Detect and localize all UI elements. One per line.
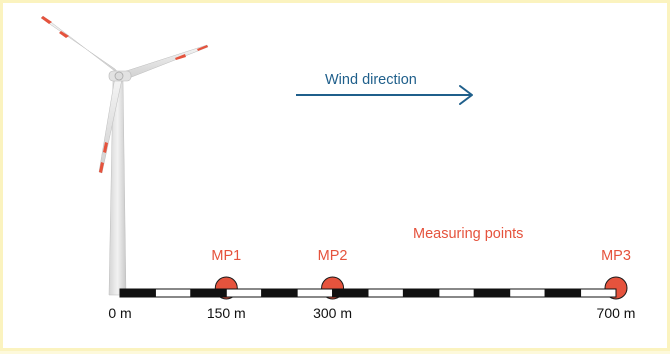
ruler-segment xyxy=(261,288,298,298)
measuring-point-label: MP2 xyxy=(318,248,348,264)
wind-direction: Wind direction xyxy=(296,72,473,105)
distance-scale-labels: 0 m 150 m 300 m 700 m xyxy=(108,305,635,321)
ruler-segment xyxy=(367,288,404,298)
turbine-blade-right xyxy=(119,44,209,81)
ruler-segment xyxy=(190,288,227,298)
scale-tick-label: 300 m xyxy=(313,305,352,321)
wind-direction-label: Wind direction xyxy=(325,72,417,88)
measuring-point-label: MP3 xyxy=(601,248,631,264)
ruler-segment xyxy=(119,288,156,298)
ruler-segment xyxy=(473,288,511,298)
measuring-point-label: MP1 xyxy=(211,248,241,264)
turbine-blade-upper xyxy=(40,15,121,76)
ruler-segment xyxy=(225,288,263,298)
wind-direction-arrowhead xyxy=(459,85,473,105)
distance-scale-ruler xyxy=(119,288,617,298)
ruler-segment xyxy=(154,288,192,298)
turbine-hub xyxy=(114,71,124,81)
ruler-segment xyxy=(580,288,617,298)
measuring-points-label: Measuring points xyxy=(413,226,523,242)
ruler-segment xyxy=(296,288,334,298)
ruler-segment xyxy=(509,288,546,298)
scale-tick-label: 700 m xyxy=(597,305,636,321)
ruler-segment xyxy=(544,288,582,298)
ruler-segment xyxy=(438,288,475,298)
measuring-point-mp2: MP2 xyxy=(318,248,348,300)
scale-tick-label: 150 m xyxy=(207,305,246,321)
wind-turbine xyxy=(40,15,209,296)
scale-tick-label: 0 m xyxy=(108,305,131,321)
ruler-segment xyxy=(332,288,369,298)
ruler-segment xyxy=(402,288,440,298)
wind-turbine-diagram: Wind direction Measuring points MP1 MP2 MP… xyxy=(40,15,635,321)
